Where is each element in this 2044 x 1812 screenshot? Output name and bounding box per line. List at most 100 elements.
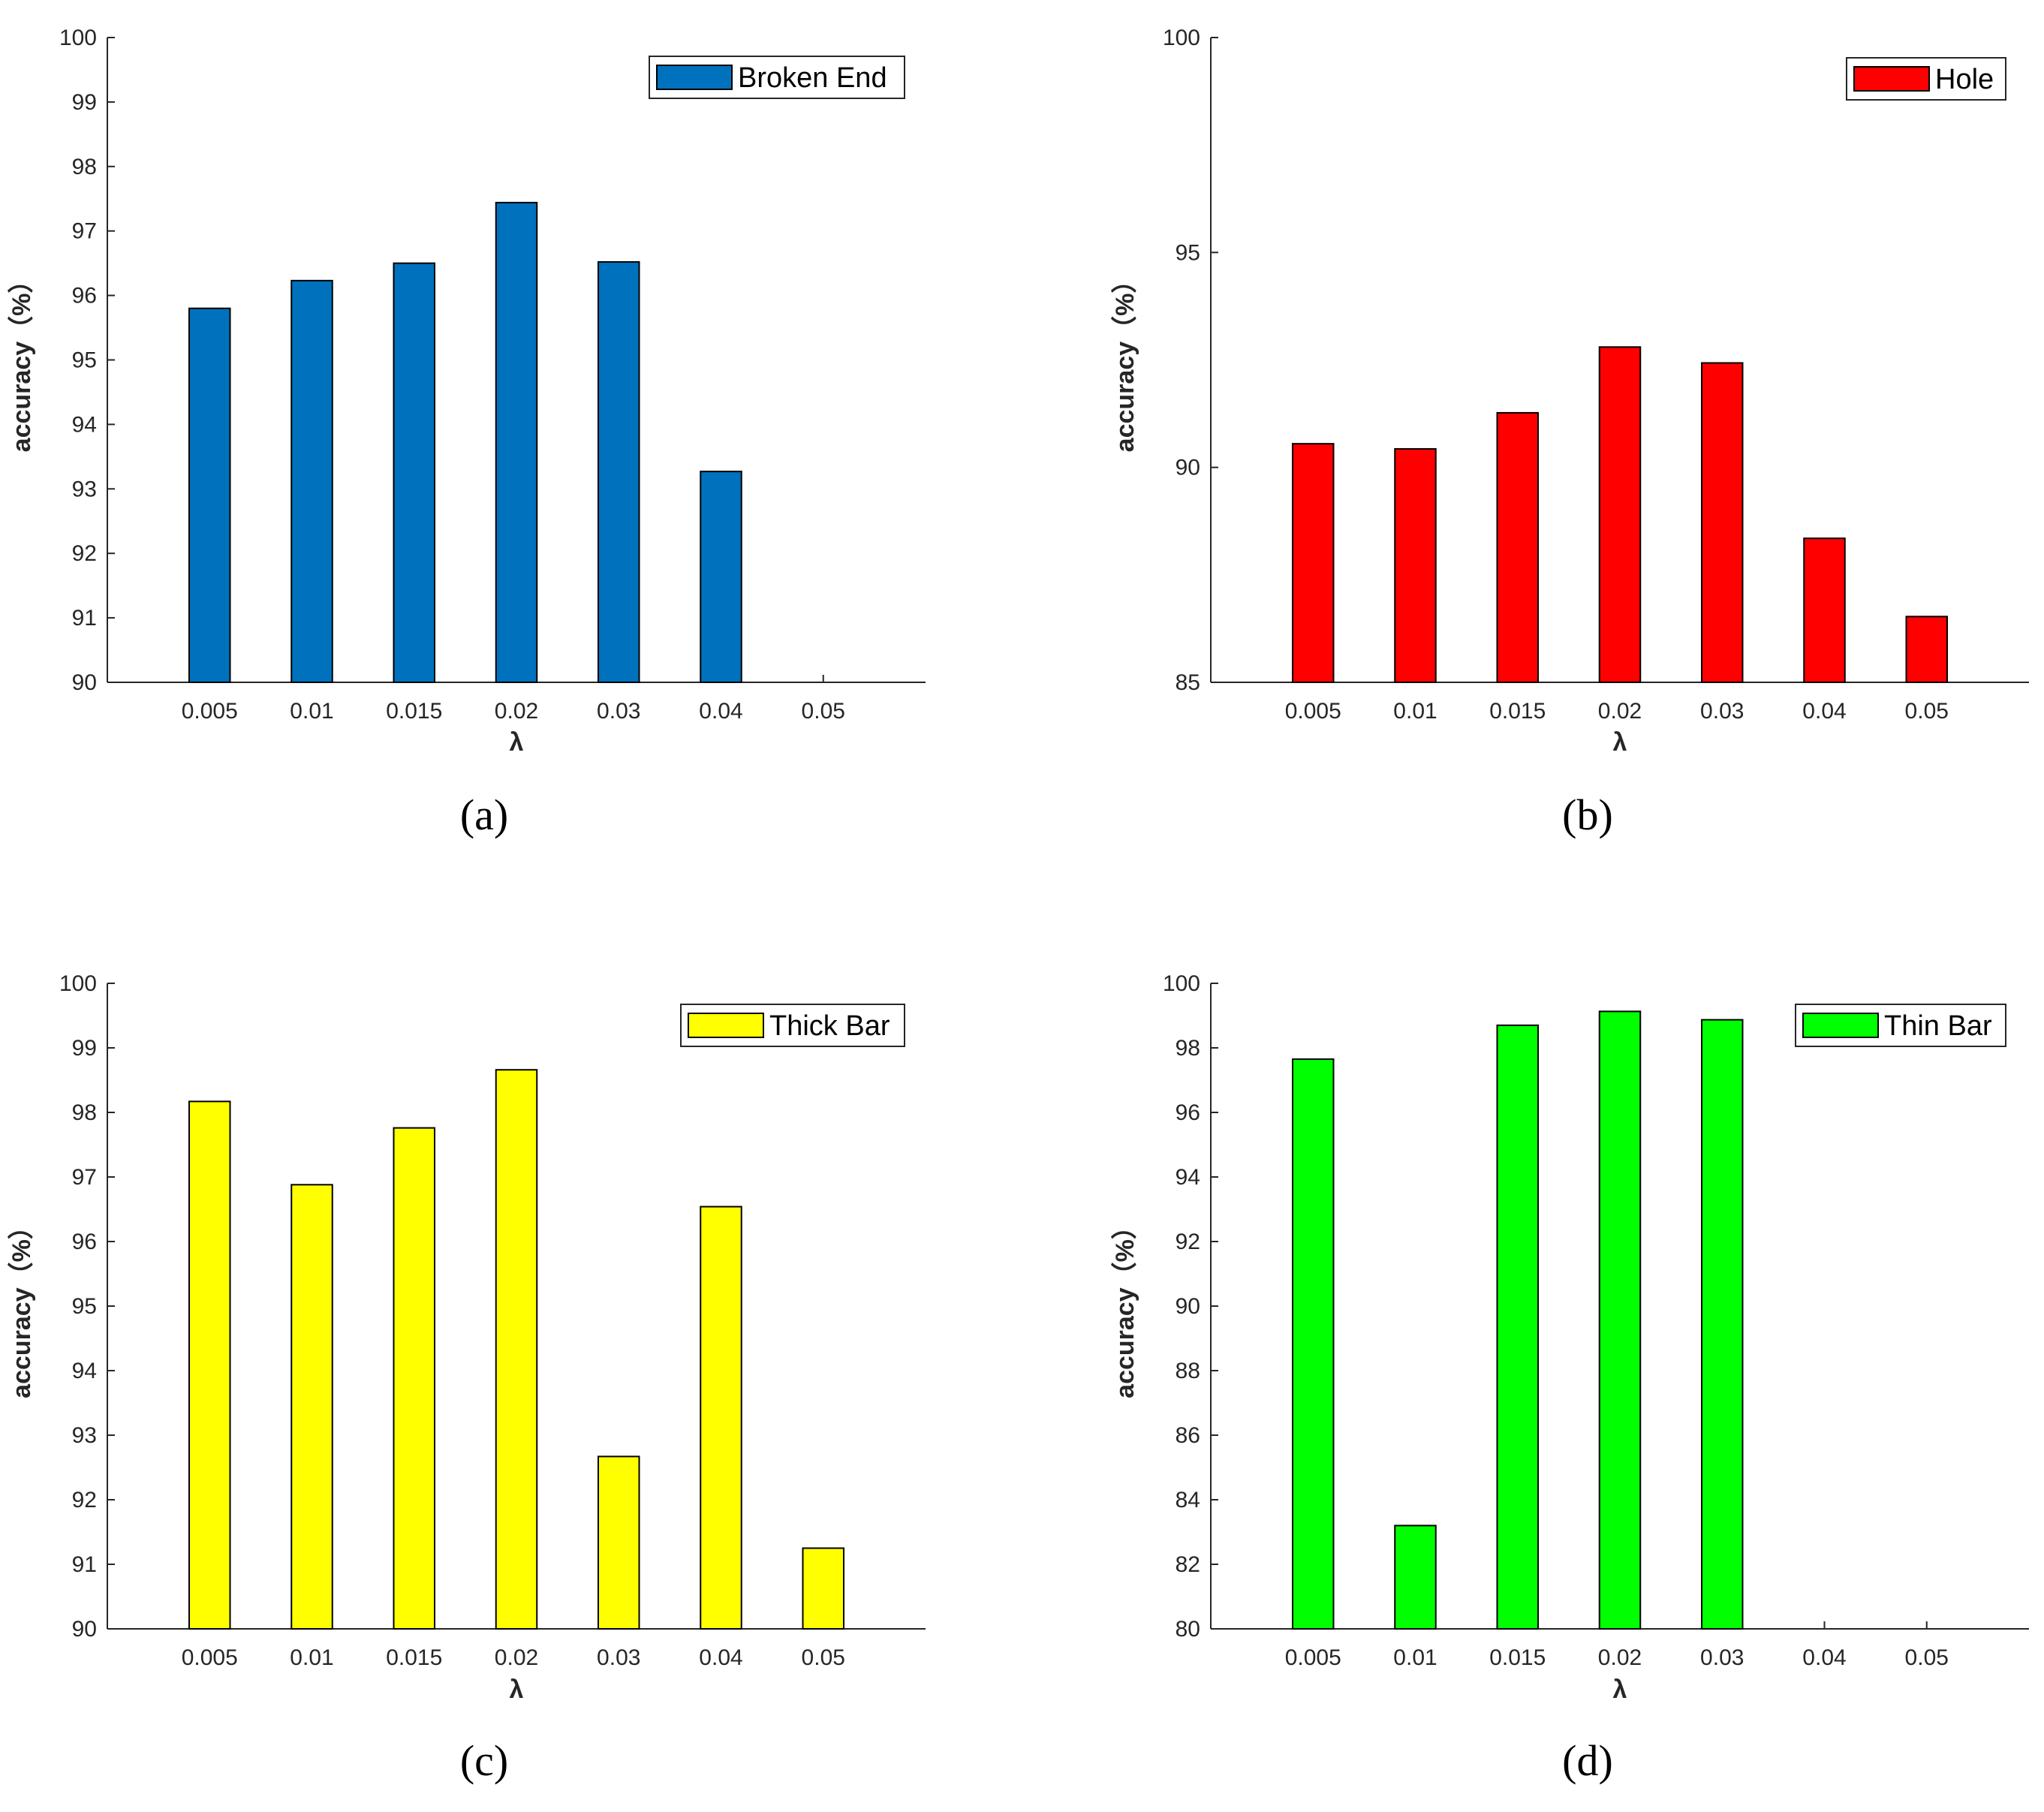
- y-tick-label: 93: [72, 1423, 97, 1448]
- x-axis-label: λ: [510, 728, 524, 757]
- y-tick-label: 100: [59, 971, 97, 996]
- x-tick-label: 0.005: [182, 1645, 238, 1670]
- x-tick-label: 0.04: [699, 1645, 742, 1670]
- x-tick-label: 0.03: [1700, 1645, 1744, 1670]
- y-tick-label: 93: [72, 477, 97, 501]
- bar-0.015: [393, 262, 435, 683]
- legend: Thick Bar: [680, 1004, 905, 1047]
- y-tick-label: 94: [72, 1359, 97, 1383]
- y-tick-label: 100: [1163, 971, 1200, 996]
- x-axis-label: λ: [1613, 728, 1627, 757]
- x-tick-label: 0.01: [290, 1645, 333, 1670]
- bar-0.02: [1598, 346, 1642, 683]
- figure-caption: (a): [460, 790, 508, 839]
- y-tick-label: 99: [72, 1036, 97, 1061]
- y-tick-label: 84: [1176, 1488, 1200, 1513]
- y-tick-label: 86: [1176, 1423, 1200, 1448]
- bar-0.015: [1496, 1024, 1539, 1630]
- x-tick-label: 0.04: [699, 699, 742, 724]
- y-tick-label: 100: [1163, 26, 1200, 50]
- bar-0.005: [1292, 1058, 1335, 1630]
- x-tick-label: 0.02: [1598, 1645, 1642, 1670]
- bar-0.04: [700, 1205, 742, 1630]
- bar-0.02: [495, 201, 538, 683]
- y-axis-label: accuracy（%）: [1110, 268, 1139, 453]
- x-axis-label: λ: [510, 1675, 524, 1704]
- x-tick-label: 0.04: [1802, 1645, 1846, 1670]
- figure-caption: (d): [1562, 1736, 1613, 1785]
- legend-swatch: [656, 65, 733, 90]
- legend-label: Thin Bar: [1884, 1010, 1992, 1042]
- y-axis-label: accuracy（%）: [7, 268, 36, 453]
- x-tick-label: 0.02: [495, 1645, 538, 1670]
- x-tick-label: 0.015: [1489, 699, 1546, 724]
- bar-0.03: [1701, 1019, 1744, 1630]
- legend: Thin Bar: [1795, 1004, 2006, 1047]
- bar-0.015: [1496, 411, 1539, 683]
- figure-caption: (c): [460, 1736, 508, 1785]
- x-tick-label: 0.05: [802, 1645, 845, 1670]
- bar-0.02: [495, 1069, 538, 1630]
- bar-0.04: [1803, 537, 1846, 684]
- legend: Broken End: [649, 56, 905, 99]
- y-tick-label: 94: [72, 412, 97, 437]
- legend-swatch: [1802, 1013, 1879, 1038]
- y-tick-label: 82: [1176, 1552, 1200, 1577]
- bar-0.01: [1394, 448, 1437, 683]
- bar-0.03: [598, 260, 640, 683]
- y-tick-label: 85: [1176, 670, 1200, 695]
- bar-0.03: [598, 1455, 640, 1630]
- bar-0.005: [1292, 443, 1335, 683]
- x-tick-label: 0.05: [1905, 699, 1949, 724]
- x-tick-label: 0.03: [597, 1645, 640, 1670]
- chart-panel-b: 85 90 95 100 0.005 0.01 0.015 0.02 0.03 0.04 0.05 λ…: [1110, 26, 2029, 839]
- x-tick-label: 0.01: [1393, 1645, 1437, 1670]
- legend-label: Thick Bar: [769, 1010, 890, 1042]
- y-tick-label: 97: [72, 1165, 97, 1190]
- y-tick-label: 98: [72, 155, 97, 179]
- y-tick-label: 99: [72, 90, 97, 115]
- y-axis-label: accuracy（%）: [7, 1214, 36, 1398]
- y-tick-label: 96: [1176, 1100, 1200, 1125]
- y-tick-label: 92: [1176, 1230, 1200, 1254]
- x-tick-label: 0.02: [495, 699, 538, 724]
- chart-panel-c: 90 91 92 93 94 95 96 97 98 99 100 0.005 0.01 0.015 0.0…: [7, 971, 926, 1785]
- y-tick-label: 97: [72, 219, 97, 244]
- legend-box: [680, 1004, 905, 1047]
- bar-0.02: [1598, 1010, 1642, 1630]
- x-tick-label: 0.015: [386, 1645, 442, 1670]
- y-tick-label: 95: [72, 1294, 97, 1319]
- y-tick-label: 92: [72, 541, 97, 566]
- x-tick-label: 0.04: [1802, 699, 1846, 724]
- bar-0.05: [802, 1547, 844, 1630]
- legend-label: Hole: [1935, 64, 1994, 95]
- legend-label: Broken End: [738, 62, 887, 94]
- bar-0.015: [393, 1127, 435, 1630]
- y-tick-label: 98: [72, 1100, 97, 1125]
- x-tick-label: 0.01: [290, 699, 333, 724]
- x-tick-label: 0.05: [802, 699, 845, 724]
- bar-0.01: [290, 279, 333, 683]
- y-tick-label: 100: [59, 26, 97, 50]
- x-axis-label: λ: [1613, 1675, 1627, 1704]
- y-tick-label: 80: [1176, 1617, 1200, 1642]
- y-tick-label: 90: [72, 670, 97, 695]
- bar-0.04: [700, 471, 742, 683]
- y-tick-label: 96: [72, 1230, 97, 1254]
- bar-0.05: [1905, 616, 1948, 684]
- y-tick-label: 96: [72, 284, 97, 309]
- chart-panel-d: 80 82 84 86 88 90 92 94 96 98 100 0.005 0.01 0.015 0.0…: [1110, 971, 2029, 1785]
- bar-0.01: [290, 1184, 333, 1630]
- y-tick-label: 90: [1176, 456, 1200, 480]
- y-tick-label: 90: [72, 1617, 97, 1642]
- x-tick-label: 0.05: [1905, 1645, 1949, 1670]
- y-axis-label: accuracy（%）: [1110, 1214, 1139, 1398]
- legend-swatch: [1853, 66, 1930, 92]
- x-tick-label: 0.005: [1285, 1645, 1341, 1670]
- bar-0.005: [188, 307, 231, 683]
- x-tick-label: 0.005: [182, 699, 238, 724]
- chart-panel-a: 90 91 92 93 94 95 96 97 98 99 100 0.005 0.01 0.015 0.0…: [7, 26, 926, 839]
- legend: Hole: [1846, 57, 2006, 101]
- x-tick-label: 0.03: [1700, 699, 1744, 724]
- y-tick-label: 94: [1176, 1165, 1200, 1190]
